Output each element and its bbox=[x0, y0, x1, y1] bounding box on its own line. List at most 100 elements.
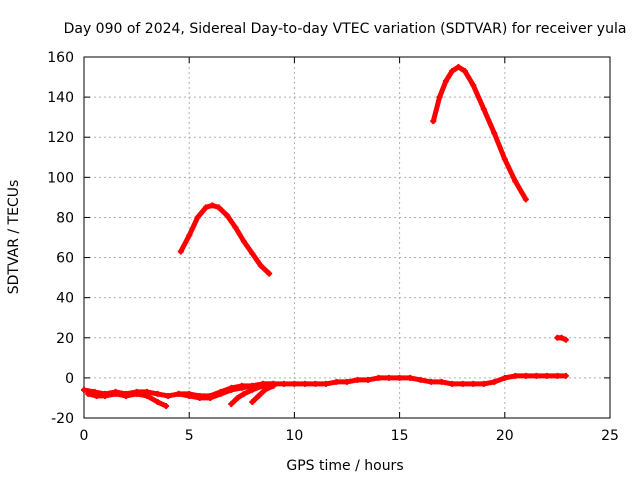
data-point bbox=[365, 376, 372, 383]
data-point bbox=[501, 156, 508, 163]
data-point bbox=[259, 382, 266, 389]
data-point bbox=[512, 372, 519, 379]
data-point bbox=[249, 386, 256, 393]
data-point bbox=[203, 204, 210, 211]
data-point bbox=[186, 392, 193, 399]
series-secondary-low-trace bbox=[175, 380, 277, 401]
series-arc-2 bbox=[430, 64, 529, 203]
series-line bbox=[178, 202, 272, 277]
data-point bbox=[207, 394, 214, 401]
x-tick-label: 25 bbox=[601, 428, 619, 444]
series-near-zero-baseline bbox=[81, 372, 569, 399]
chart-title: Day 090 of 2024, Sidereal Day-to-day VTE… bbox=[64, 21, 627, 37]
y-tick-label: 100 bbox=[47, 170, 74, 186]
data-point bbox=[194, 214, 201, 221]
data-point bbox=[186, 232, 193, 239]
data-point bbox=[215, 204, 222, 211]
series-arc-1 bbox=[177, 202, 273, 277]
data-point bbox=[491, 378, 498, 385]
data-point bbox=[480, 106, 487, 113]
y-tick-label: 120 bbox=[47, 130, 74, 146]
x-tick-label: 0 bbox=[80, 428, 89, 444]
data-point bbox=[144, 392, 151, 399]
data-point bbox=[375, 374, 382, 381]
y-tick-label: 40 bbox=[56, 291, 74, 307]
data-point bbox=[449, 380, 456, 387]
data-point bbox=[455, 64, 462, 71]
data-point bbox=[257, 262, 264, 269]
x-axis-label: GPS time / hours bbox=[286, 458, 403, 474]
y-tick-label: 80 bbox=[56, 210, 74, 226]
data-point bbox=[512, 178, 519, 185]
data-point bbox=[522, 196, 529, 203]
data-point bbox=[240, 390, 247, 397]
data-point bbox=[228, 400, 235, 407]
y-tick-label: -20 bbox=[51, 411, 74, 427]
series-group bbox=[81, 64, 569, 409]
data-point bbox=[480, 380, 487, 387]
data-point bbox=[165, 392, 172, 399]
y-axis-label: SDTVAR / TECUs bbox=[6, 180, 22, 295]
data-point bbox=[333, 378, 340, 385]
series-line bbox=[249, 383, 276, 405]
series-short-segment bbox=[554, 334, 569, 343]
data-point bbox=[301, 380, 308, 387]
data-point bbox=[354, 376, 361, 383]
data-point bbox=[196, 394, 203, 401]
data-point bbox=[177, 248, 184, 255]
series-dip-arc-2 bbox=[249, 382, 277, 405]
x-tick-label: 15 bbox=[391, 428, 409, 444]
data-point bbox=[234, 394, 241, 401]
data-point bbox=[163, 402, 170, 409]
data-point bbox=[249, 398, 256, 405]
data-point bbox=[533, 372, 540, 379]
data-point bbox=[232, 224, 239, 231]
data-point bbox=[428, 378, 435, 385]
data-point bbox=[407, 374, 414, 381]
data-point bbox=[123, 392, 130, 399]
data-point bbox=[558, 334, 565, 341]
data-point bbox=[442, 78, 449, 85]
data-point bbox=[396, 374, 403, 381]
data-point bbox=[154, 398, 161, 405]
data-point bbox=[255, 392, 262, 399]
data-point bbox=[449, 68, 456, 75]
data-point bbox=[461, 68, 468, 75]
data-point bbox=[133, 390, 140, 397]
data-point bbox=[154, 390, 161, 397]
data-point bbox=[322, 380, 329, 387]
data-point bbox=[430, 118, 437, 125]
series-dip-arc-1 bbox=[228, 382, 266, 407]
data-point bbox=[238, 384, 245, 391]
data-point bbox=[102, 392, 109, 399]
data-point bbox=[93, 392, 100, 399]
data-point bbox=[280, 380, 287, 387]
data-point bbox=[470, 380, 477, 387]
data-point bbox=[501, 374, 508, 381]
data-point bbox=[386, 374, 393, 381]
data-point bbox=[81, 386, 87, 393]
data-point bbox=[312, 380, 319, 387]
data-point bbox=[217, 390, 224, 397]
data-point bbox=[459, 380, 466, 387]
series-line bbox=[430, 64, 529, 202]
data-point bbox=[249, 250, 256, 257]
data-point bbox=[266, 270, 273, 277]
x-tick-label: 5 bbox=[185, 428, 194, 444]
data-point bbox=[554, 372, 561, 379]
y-tick-label: 140 bbox=[47, 90, 74, 106]
y-tick-label: 60 bbox=[56, 251, 74, 267]
y-tick-label: 160 bbox=[47, 50, 74, 66]
data-point bbox=[270, 382, 277, 389]
series-early-low-trace bbox=[85, 390, 170, 409]
series-line bbox=[176, 381, 276, 401]
data-point bbox=[209, 202, 216, 209]
data-point bbox=[85, 390, 92, 397]
data-point bbox=[543, 372, 550, 379]
data-point bbox=[112, 390, 119, 397]
y-tick-label: 0 bbox=[65, 371, 74, 387]
data-point bbox=[436, 94, 443, 101]
data-point bbox=[240, 238, 247, 245]
data-point bbox=[562, 372, 569, 379]
